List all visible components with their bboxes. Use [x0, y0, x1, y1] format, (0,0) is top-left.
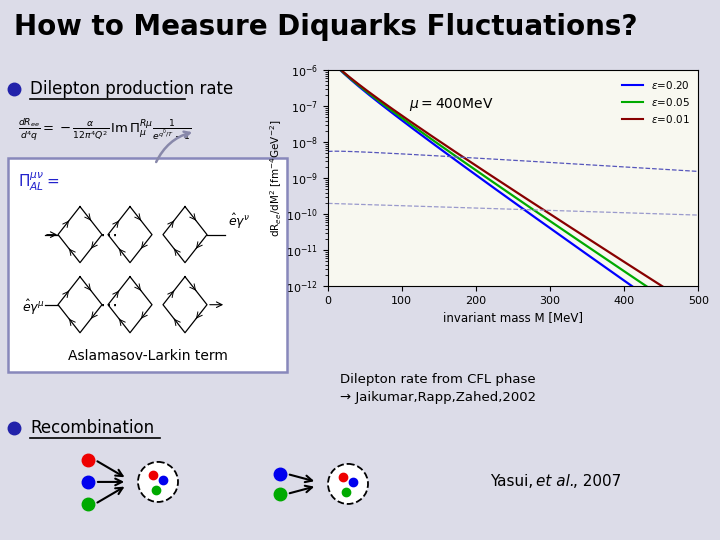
- Text: How to Measure Diquarks Fluctuations?: How to Measure Diquarks Fluctuations?: [14, 14, 638, 41]
- Circle shape: [328, 464, 368, 504]
- Text: Aslamasov-Larkin term: Aslamasov-Larkin term: [68, 349, 228, 363]
- Text: $\mu = 400\mathrm{MeV}$: $\mu = 400\mathrm{MeV}$: [409, 96, 494, 113]
- Text: Recombination: Recombination: [30, 419, 154, 437]
- Text: $\frac{dR_{ee}}{d^4q} = -\frac{\alpha}{12\pi^4 Q^2}\,\mathrm{Im}\,\Pi^{R\mu}_{\m: $\frac{dR_{ee}}{d^4q} = -\frac{\alpha}{1…: [18, 116, 192, 143]
- Text: Dilepton rate from CFL phase: Dilepton rate from CFL phase: [340, 373, 536, 386]
- Text: Yasui,: Yasui,: [490, 475, 538, 489]
- Text: $\cdots$: $\cdots$: [99, 226, 117, 244]
- Text: $\hat{e}\gamma^\nu$: $\hat{e}\gamma^\nu$: [228, 212, 251, 231]
- Legend: $\varepsilon\!=\!0.20$, $\varepsilon\!=\!0.05$, $\varepsilon\!=\!0.01$: $\varepsilon\!=\!0.20$, $\varepsilon\!=\…: [618, 76, 693, 128]
- Text: $\cdots$: $\cdots$: [99, 296, 117, 314]
- Text: , 2007: , 2007: [573, 475, 621, 489]
- Text: Dilepton production rate: Dilepton production rate: [30, 80, 233, 98]
- Text: $\Pi^{\mu\nu}_{AL} =$: $\Pi^{\mu\nu}_{AL} =$: [18, 170, 60, 193]
- Text: → Jaikumar,Rapp,Zahed,2002: → Jaikumar,Rapp,Zahed,2002: [340, 392, 536, 404]
- Circle shape: [138, 462, 178, 502]
- X-axis label: invariant mass M [MeV]: invariant mass M [MeV]: [443, 312, 583, 325]
- FancyBboxPatch shape: [8, 158, 287, 372]
- Y-axis label: dR$_{ee}$/dM$^2$ [fm$^{-4}$GeV$^{-2}$]: dR$_{ee}$/dM$^2$ [fm$^{-4}$GeV$^{-2}$]: [269, 119, 284, 237]
- Text: et al.: et al.: [536, 475, 575, 489]
- Text: $\hat{e}\gamma^\mu$: $\hat{e}\gamma^\mu$: [22, 298, 45, 317]
